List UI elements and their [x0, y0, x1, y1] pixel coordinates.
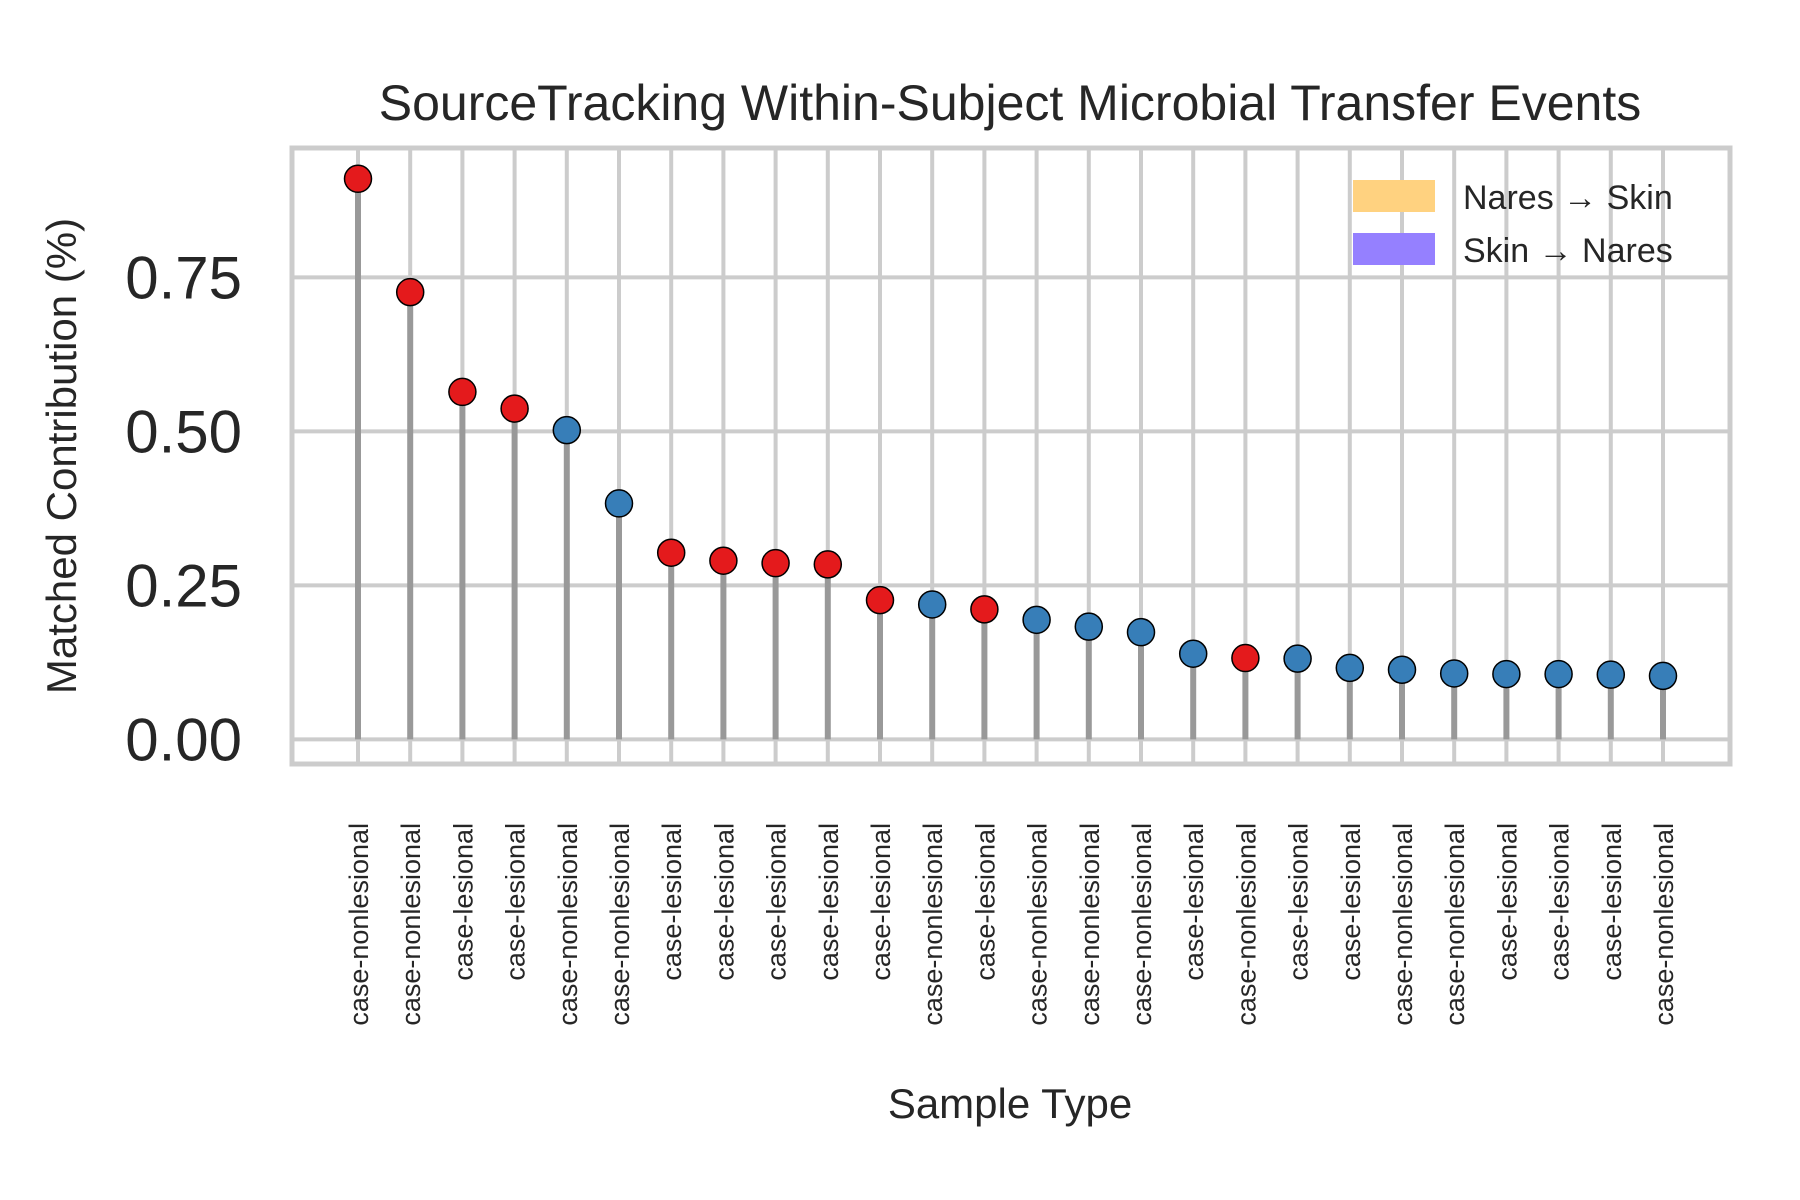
chart-title: SourceTracking Within-Subject Microbial …: [379, 75, 1642, 131]
x-tick-label: case-nonlesional: [344, 823, 374, 1026]
x-tick-label: case-lesional: [657, 823, 687, 981]
data-point: [656, 538, 686, 567]
x-tick-label: case-lesional: [1545, 823, 1575, 981]
x-tick-label: case-lesional: [709, 823, 739, 981]
data-point: [552, 415, 582, 445]
x-axis-label: Sample Type: [888, 1080, 1132, 1127]
data-point: [1596, 660, 1626, 689]
data-point: [1387, 655, 1417, 685]
x-tick-label: case-nonlesional: [1388, 823, 1418, 1026]
data-point: [1178, 639, 1208, 668]
data-point: [917, 590, 947, 619]
y-tick-label: 0.00: [125, 706, 242, 773]
data-point: [1648, 661, 1678, 691]
legend-label-skin-to-nares: Skin → Nares: [1463, 232, 1673, 270]
data-point: [448, 377, 477, 407]
data-point: [813, 550, 843, 579]
data-point: [1283, 644, 1312, 673]
x-tick-label: case-lesional: [1597, 823, 1627, 981]
x-tick-label: case-lesional: [1284, 823, 1314, 981]
x-tick-label: case-lesional: [814, 823, 844, 981]
y-ticks: 0.00 0.25 0.50 0.75: [125, 244, 242, 773]
data-point: [1439, 659, 1469, 688]
data-point: [970, 595, 999, 624]
data-point: [1126, 617, 1156, 647]
data-point: [761, 548, 790, 578]
x-tick-label: case-nonlesional: [1075, 823, 1105, 1026]
x-tick-label: case-lesional: [1492, 823, 1522, 981]
legend-swatch-skin-to-nares: [1353, 233, 1435, 265]
data-point: [395, 277, 425, 307]
x-tick-label: case-lesional: [866, 823, 896, 981]
x-tick-label: case-lesional: [501, 823, 531, 981]
data-point: [1492, 659, 1521, 689]
data-point: [1544, 659, 1573, 689]
x-tick-label: case-lesional: [762, 823, 792, 981]
x-tick-label: case-lesional: [448, 823, 478, 981]
x-tick-label: case-lesional: [1336, 823, 1366, 981]
x-tick-label: case-nonlesional: [1649, 823, 1679, 1026]
data-point: [1231, 643, 1260, 673]
points: [343, 164, 1678, 691]
data-point: [1022, 605, 1051, 635]
y-tick-label: 0.25: [125, 552, 242, 619]
stems: [355, 178, 1666, 740]
x-tick-label: case-nonlesional: [553, 823, 583, 1026]
y-axis-label: Matched Contribution (%): [38, 218, 85, 694]
legend-label-nares-to-skin: Nares → Skin: [1463, 179, 1673, 217]
data-point: [343, 164, 373, 194]
x-tick-label: case-nonlesional: [1231, 823, 1261, 1026]
legend-swatch-nares-to-skin: [1353, 180, 1435, 212]
legend: Nares → Skin Skin → Nares: [1353, 179, 1673, 270]
x-tick-label: case-nonlesional: [918, 823, 948, 1026]
data-point: [1335, 653, 1365, 683]
x-tick-label: case-nonlesional: [396, 823, 426, 1026]
data-point: [1074, 612, 1104, 641]
data-point: [709, 546, 738, 575]
data-point: [500, 394, 529, 423]
x-tick-label: case-nonlesional: [605, 823, 635, 1026]
x-tick-label: case-nonlesional: [1127, 823, 1157, 1026]
x-tick-label: case-lesional: [1179, 823, 1209, 981]
x-tick-label: case-nonlesional: [1440, 823, 1470, 1026]
y-tick-label: 0.50: [125, 398, 242, 465]
x-ticks: case-nonlesional case-nonlesional case-les…: [344, 823, 1679, 1026]
x-tick-label: case-nonlesional: [1023, 823, 1053, 1026]
x-tick-label: case-lesional: [970, 823, 1000, 981]
plot-frame: [289, 145, 1733, 767]
data-point: [865, 585, 895, 615]
y-tick-label: 0.75: [125, 244, 242, 311]
data-point: [604, 489, 634, 518]
